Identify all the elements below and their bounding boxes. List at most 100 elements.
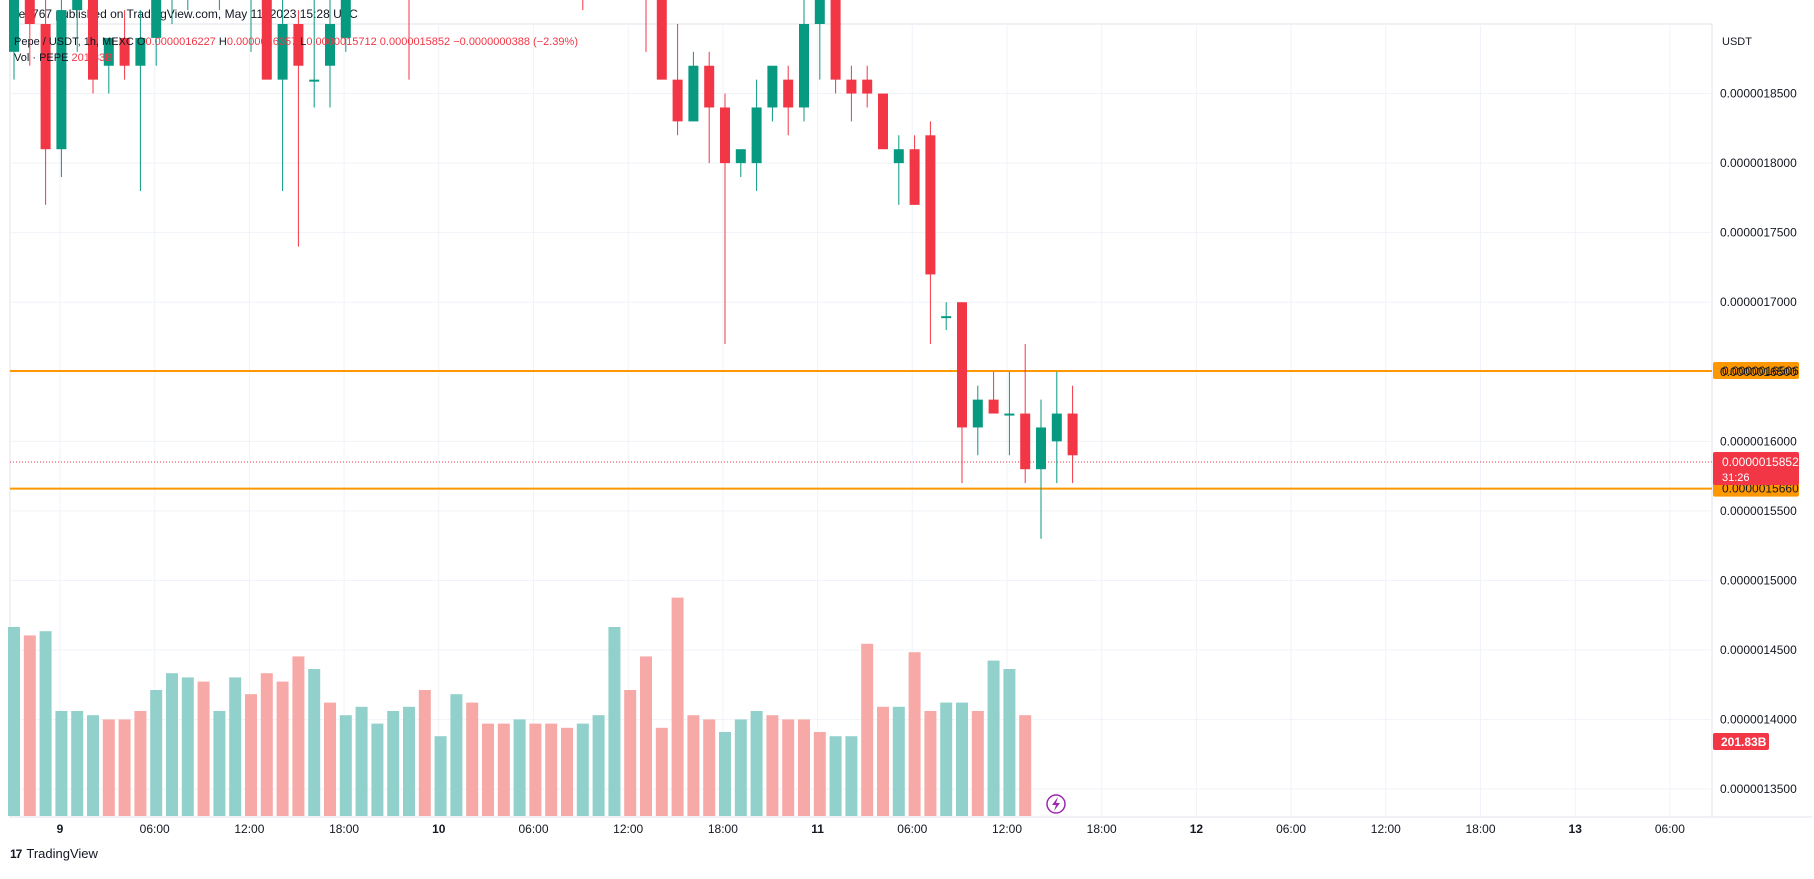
candle-body	[972, 399, 983, 428]
volume-bar	[434, 736, 447, 816]
volume-bar	[308, 669, 321, 816]
volume-bar	[956, 702, 968, 816]
legend-low-label: L	[300, 36, 307, 48]
price-tick-label: 0.0000015500	[1720, 504, 1797, 518]
candle-body	[1067, 413, 1078, 456]
volume-bar	[608, 627, 621, 816]
candle-body	[751, 107, 762, 164]
candle-body	[151, 0, 162, 38]
volume-bar	[371, 723, 384, 816]
candle-body	[9, 0, 19, 52]
volume-bar	[529, 723, 542, 816]
level-label: 0.0000015660	[1722, 482, 1799, 496]
horizontal-levels: 0.0000016506 0.0000015660 0.0000015852 31:2…	[10, 361, 1799, 814]
volume-bar	[1019, 715, 1032, 816]
candle-body	[119, 37, 130, 66]
volume-bar	[892, 706, 905, 816]
candle-body	[135, 37, 146, 66]
time-tick-label: 11	[811, 822, 824, 836]
volume-bar	[861, 643, 874, 816]
legend-close-value: 0.0000015852	[379, 36, 451, 48]
time-tick-label: 18:00	[1465, 822, 1495, 836]
price-tick-label: 0.0000015000	[1720, 573, 1797, 587]
legend-low-value: 0.0000015712	[306, 36, 377, 48]
volume-bar	[719, 732, 731, 816]
volume-bar	[339, 715, 352, 816]
price-tick-label: 0.0000017000	[1720, 295, 1797, 309]
volume-bar	[181, 677, 194, 816]
level-label-bg	[1713, 361, 1799, 379]
volume-bar	[197, 681, 210, 816]
volume-bars	[8, 597, 1032, 816]
volume-bar	[260, 673, 273, 816]
candle-body	[261, 0, 272, 80]
time-tick-label: 12:00	[234, 822, 264, 836]
volume-bar	[71, 711, 84, 816]
volume-bar	[561, 727, 573, 816]
candle-body	[88, 0, 98, 80]
candle-body	[56, 10, 67, 150]
time-tick-label: 12:00	[1371, 822, 1401, 836]
time-axis: 9 06:00 12:00 18:00 10 06:00 12:00 18:00 11 06:00…	[57, 822, 1686, 836]
chart-legend: Pepe / USDT, 1h, MEXC O0.0000016227 H0.0…	[14, 34, 578, 66]
volume-bar	[798, 719, 810, 816]
candle-body	[720, 107, 730, 164]
volume-bar	[782, 719, 795, 816]
volume-bar	[971, 711, 984, 816]
tradingview-logo-icon: 17	[10, 846, 22, 861]
volume-bar	[671, 597, 684, 816]
candle-body	[1004, 413, 1015, 416]
volume-bar	[466, 702, 479, 816]
candle-body	[704, 65, 715, 108]
volume-bar	[924, 711, 937, 816]
time-tick-label: 9	[57, 822, 64, 836]
volume-bar	[1003, 669, 1016, 816]
time-tick-label: 06:00	[897, 822, 927, 836]
footer-brand[interactable]: 17 TradingView	[10, 846, 98, 861]
volume-bar	[418, 690, 431, 816]
legend-high-label: H	[218, 36, 227, 48]
legend-vol-label: Vol · PEPE	[14, 52, 69, 64]
candles	[9, 0, 1078, 539]
volume-bar	[134, 711, 147, 816]
candle-body	[1020, 413, 1031, 470]
volume-bar	[87, 715, 99, 816]
candle-body	[988, 399, 999, 414]
price-tick-label: 0.0000014000	[1720, 713, 1797, 727]
legend-open-label: O	[136, 36, 146, 48]
volume-bar	[403, 706, 415, 816]
volume-bar	[655, 727, 668, 816]
time-tick-label: 18:00	[1087, 822, 1117, 836]
candle-body	[1051, 413, 1062, 442]
time-tick-label: 06:00	[518, 822, 548, 836]
volume-bar	[482, 723, 494, 816]
volume-bar	[23, 635, 36, 816]
candle-body	[893, 149, 904, 164]
candle-body	[1036, 427, 1046, 470]
volume-bar	[750, 711, 763, 816]
candle-body	[941, 316, 952, 319]
candle-body	[40, 24, 51, 150]
price-tick-label: 0.0000018000	[1720, 156, 1797, 170]
legend-vol-value: 201.83B	[71, 52, 113, 64]
candle-body	[103, 37, 114, 66]
candle-body	[830, 0, 841, 80]
volume-bar	[987, 660, 1000, 816]
candle-body	[814, 0, 825, 25]
volume-bar	[592, 715, 605, 816]
volume-bar	[813, 732, 826, 816]
volume-bar	[39, 631, 52, 816]
brand-name: TradingView	[26, 846, 98, 861]
countdown-label: 31:26	[1722, 472, 1750, 484]
lightning-bolt-icon	[1052, 797, 1060, 811]
price-tick-label: 0.0000016500	[1720, 365, 1797, 379]
volume-bar	[513, 719, 526, 816]
volume-bar	[229, 677, 242, 816]
volume-bar	[8, 627, 20, 816]
time-tick-label: 10	[432, 822, 446, 836]
candle-body	[862, 79, 873, 94]
candle-body	[799, 24, 809, 108]
volume-bar	[877, 706, 889, 816]
volume-bar	[118, 719, 131, 816]
